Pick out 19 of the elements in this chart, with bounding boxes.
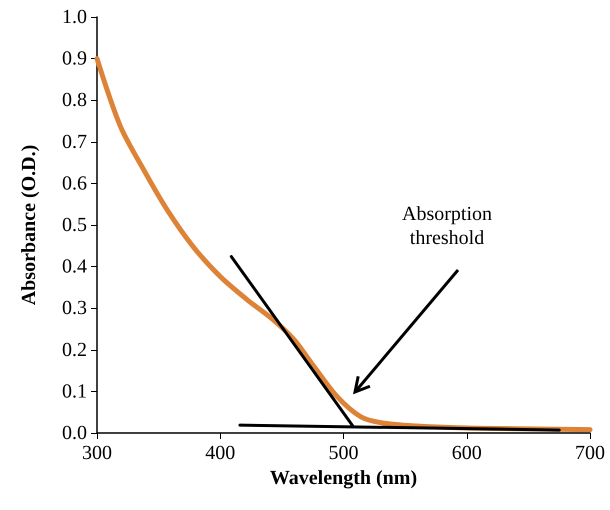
x-tick-label: 300 bbox=[82, 442, 112, 464]
y-tick-label: 1.0 bbox=[62, 6, 87, 28]
y-axis-title: Absorbance (O.D.) bbox=[18, 144, 40, 306]
y-tick-label: 0.9 bbox=[62, 48, 87, 70]
x-axis-title: Wavelength (nm) bbox=[270, 466, 418, 489]
x-tick-label: 700 bbox=[575, 442, 605, 464]
x-tick-label: 600 bbox=[452, 442, 482, 464]
y-tick-label: 0.5 bbox=[62, 214, 87, 236]
x-tick-label: 400 bbox=[205, 442, 236, 464]
y-tick-label: 0.1 bbox=[62, 380, 87, 402]
y-tick-label: 0.0 bbox=[62, 422, 87, 444]
y-tick-label: 0.7 bbox=[62, 130, 87, 153]
y-tick-label: 0.6 bbox=[62, 172, 87, 194]
y-tick-label: 0.2 bbox=[62, 338, 87, 361]
annotation: Absorption threshold bbox=[402, 203, 492, 249]
y-tick-label: 0.4 bbox=[62, 256, 87, 278]
y-tick-label: 0.3 bbox=[62, 297, 87, 320]
y-tick-label: 0.8 bbox=[62, 89, 87, 112]
x-tick-label: 500 bbox=[328, 442, 358, 464]
